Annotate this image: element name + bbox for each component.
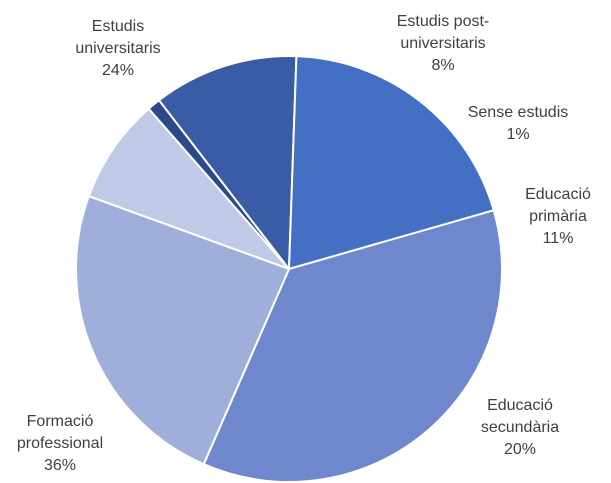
slice-category-label: universitaris (400, 35, 485, 52)
slice-value-label: 1% (506, 126, 529, 143)
pie-slices (75, 55, 504, 483)
slice-category-label: Estudis (92, 18, 144, 35)
slice-label: Estudis post-universitaris 8% (397, 13, 489, 74)
pie-slice (75, 194, 291, 466)
pie-slice (202, 209, 504, 483)
slice-category-label: Sense estudis (468, 104, 569, 121)
slice-category-label: primària (529, 208, 587, 225)
slice-label: Sense estudis 1% (468, 104, 569, 143)
slice-category-label: secundària (481, 419, 559, 436)
slice-label: Estudis universitaris 24% (75, 18, 160, 79)
slice-value-label: 8% (431, 57, 454, 74)
pie-slice (157, 55, 298, 272)
slice-value-label: 20% (504, 441, 536, 458)
slice-value-label: 11% (543, 230, 574, 247)
slice-category-label: Educació (487, 397, 553, 414)
slice-category-label: Estudis post- (397, 13, 489, 30)
slice-value-label: 36% (44, 457, 76, 474)
pie-slice (287, 55, 495, 271)
slice-label: Formació professional 36% (17, 413, 103, 474)
slice-label: Educació secundària 20% (481, 397, 559, 458)
pie-slice (87, 107, 290, 270)
slice-label: Educació primària 11% (525, 186, 591, 247)
slice-value-label: 24% (102, 62, 134, 79)
pie-labels: Estudis post-universitaris 8% Sense estudi… (17, 13, 591, 474)
slice-category-label: Educació (525, 186, 591, 203)
slice-category-label: professional (17, 435, 103, 452)
slice-category-label: universitaris (75, 40, 160, 57)
slice-category-label: Formació (27, 413, 94, 430)
